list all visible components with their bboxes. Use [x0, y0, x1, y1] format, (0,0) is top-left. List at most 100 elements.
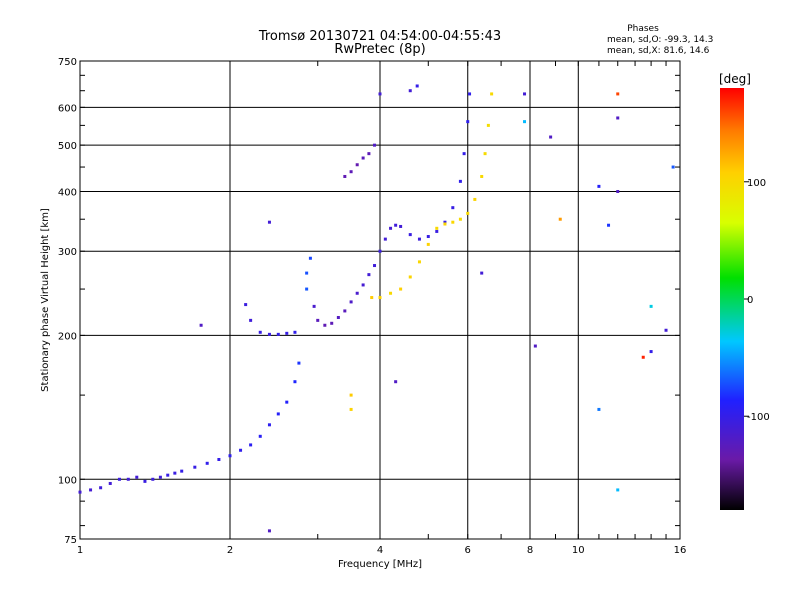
data-point — [258, 434, 262, 438]
data-point — [158, 475, 162, 479]
colorbar-ticks: 100 0 -100 — [744, 178, 770, 423]
data-point — [370, 296, 374, 300]
data-point — [443, 222, 447, 226]
chart-title: Tromsø 20130721 04:54:00-04:55:43 — [258, 29, 501, 44]
data-point — [297, 361, 301, 365]
y-tick-label: 100 — [58, 475, 77, 486]
data-point — [305, 287, 309, 291]
data-point — [378, 296, 382, 300]
data-point — [312, 304, 316, 308]
data-point — [349, 393, 353, 397]
data-point — [367, 273, 371, 277]
data-point — [267, 529, 271, 533]
data-point — [480, 271, 484, 275]
data-point — [480, 174, 484, 178]
data-point — [305, 271, 309, 275]
data-point — [343, 174, 347, 178]
data-point — [558, 217, 562, 221]
colorbar-tick-label: -100 — [747, 412, 770, 423]
data-point — [343, 309, 347, 313]
x-tick-label: 1 — [77, 545, 83, 556]
data-point — [78, 490, 82, 494]
data-point — [426, 235, 430, 239]
data-point — [408, 89, 412, 93]
data-point — [443, 220, 447, 224]
data-point — [308, 256, 312, 260]
data-point — [143, 479, 147, 483]
data-point — [193, 465, 197, 469]
phase-stat-x: mean, sd,X: 81.6, 14.6 — [607, 46, 710, 56]
phases-header: Phases — [627, 24, 659, 34]
data-point — [394, 380, 398, 384]
data-point — [641, 355, 645, 359]
data-point — [361, 283, 365, 287]
data-point — [173, 471, 177, 475]
data-point — [607, 223, 611, 227]
data-point — [367, 152, 371, 156]
data-point — [244, 303, 248, 307]
colorbar-tick-label: 100 — [747, 178, 766, 189]
data-point — [523, 92, 527, 96]
x-tick-label: 4 — [377, 545, 383, 556]
colorbar-tick-label: 0 — [747, 295, 753, 306]
data-point — [435, 229, 439, 233]
data-point — [276, 332, 280, 336]
data-point — [466, 211, 470, 215]
y-tick-label: 75 — [64, 535, 77, 546]
data-point — [228, 454, 232, 458]
y-axis-label: Stationary phase Virtual Height [km] — [40, 208, 51, 392]
y-tick-label: 750 — [58, 57, 77, 68]
data-point — [349, 300, 353, 304]
data-point — [616, 189, 620, 193]
data-point — [217, 457, 221, 461]
data-point — [417, 260, 421, 264]
data-point — [490, 92, 494, 96]
data-point — [486, 123, 490, 127]
data-point — [378, 249, 382, 253]
data-point — [462, 152, 466, 156]
colorbar — [720, 88, 744, 510]
data-point — [394, 223, 398, 227]
plot-frame — [79, 60, 681, 540]
x-tick-label: 6 — [465, 545, 471, 556]
data-point — [239, 448, 243, 452]
data-point — [285, 400, 289, 404]
data-point — [468, 92, 472, 96]
y-tick-label: 500 — [58, 141, 77, 152]
data-point — [355, 163, 359, 167]
data-point — [117, 477, 121, 481]
y-tick-label: 400 — [58, 187, 77, 198]
data-point — [267, 423, 271, 427]
data-point — [426, 242, 430, 246]
x-tick-label: 10 — [572, 545, 585, 556]
phase-stat-o: mean, sd,O: -99.3, 14.3 — [607, 35, 713, 45]
data-point — [458, 217, 462, 221]
x-tick-label: 8 — [527, 545, 533, 556]
data-points — [78, 84, 675, 533]
x-ticks: 1 2 4 6 8 10 16 — [77, 61, 687, 556]
data-point — [389, 226, 393, 230]
data-point — [597, 407, 601, 411]
data-point — [330, 321, 334, 325]
data-point — [649, 304, 653, 308]
data-point — [473, 197, 477, 201]
data-point — [249, 318, 253, 322]
data-point — [417, 237, 421, 241]
y-tick-label: 200 — [58, 331, 77, 342]
data-point — [99, 486, 103, 490]
x-axis-label: Frequency [MHz] — [338, 559, 422, 570]
data-point — [258, 330, 262, 334]
x-tick-label: 16 — [674, 545, 687, 556]
data-point — [533, 344, 537, 348]
data-point — [649, 350, 653, 354]
data-point — [597, 184, 601, 188]
y-tick-label: 300 — [58, 247, 77, 258]
data-point — [285, 331, 289, 335]
data-point — [108, 481, 112, 485]
data-point — [293, 330, 297, 334]
data-point — [126, 477, 130, 481]
x-tick-label: 2 — [227, 545, 233, 556]
data-point — [616, 92, 620, 96]
data-point — [616, 488, 620, 492]
